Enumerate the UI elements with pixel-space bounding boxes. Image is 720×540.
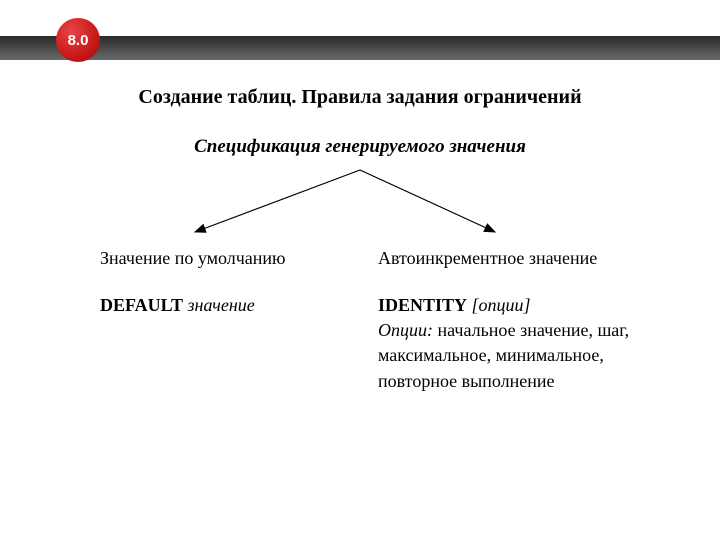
left-branch: Значение по умолчанию DEFAULT значение: [100, 248, 360, 318]
identity-keyword: IDENTITY: [378, 295, 467, 315]
page-title: Создание таблиц. Правила задания огранич…: [0, 86, 720, 109]
options-label: Опции:: [378, 320, 433, 340]
arrow-right: [360, 170, 495, 232]
version-badge: 8.0: [56, 18, 100, 62]
version-text: 8.0: [68, 32, 89, 49]
header-title: SQL: [130, 16, 161, 33]
default-arg: значение: [188, 295, 255, 315]
branch-arrows: [0, 162, 720, 242]
left-syntax: DEFAULT значение: [100, 293, 360, 318]
right-branch-title: Автоинкрементное значение: [378, 248, 678, 269]
left-branch-title: Значение по умолчанию: [100, 248, 360, 269]
page-subtitle: Спецификация генерируемого значения: [0, 136, 720, 158]
default-keyword: DEFAULT: [100, 295, 183, 315]
identity-arg: [опции]: [472, 295, 531, 315]
arrow-left: [195, 170, 360, 232]
identity-options: Опции: начальное значение, шаг, максимал…: [378, 318, 678, 394]
right-syntax: IDENTITY [опции]: [378, 293, 678, 318]
right-branch: Автоинкрементное значение IDENTITY [опци…: [378, 248, 678, 394]
header-bar: [0, 36, 720, 60]
